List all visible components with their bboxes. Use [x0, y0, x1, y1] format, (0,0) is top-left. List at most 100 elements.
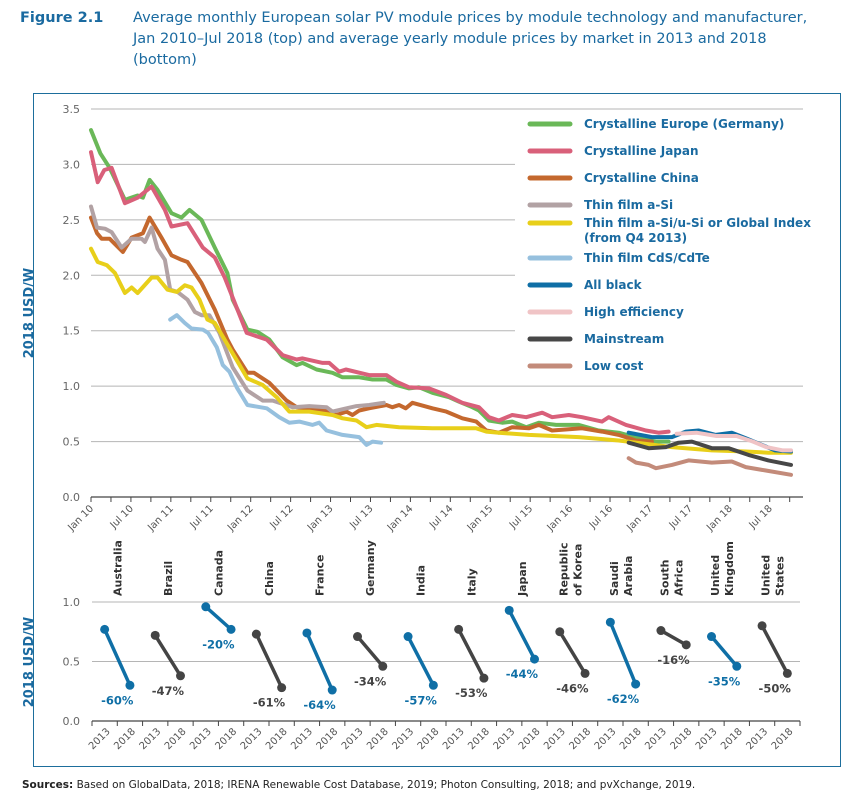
- market-label: Africa: [673, 560, 686, 596]
- point-2018: [580, 668, 590, 678]
- x-tick-label: Jul 12: [267, 503, 295, 531]
- market-label: of Korea: [571, 544, 584, 596]
- change-label: -64%: [303, 698, 336, 712]
- point-2013: [454, 624, 464, 634]
- slope-line: [406, 635, 435, 687]
- series-line: [674, 430, 793, 453]
- change-label: -61%: [253, 696, 286, 710]
- chart-frame: [33, 93, 841, 767]
- change-label: -50%: [759, 681, 792, 695]
- market-group: -16% South Africa 2013 2018: [643, 560, 694, 753]
- x-tick-label: Jul 17: [667, 503, 695, 531]
- point-2013: [605, 617, 615, 627]
- slope-line: [153, 634, 182, 677]
- y-tick-label: 0.0: [63, 715, 81, 728]
- y-tick-label: 0.0: [63, 491, 81, 504]
- x-tick-label: Jan 15: [465, 503, 496, 534]
- x-tick-label: 2018: [618, 726, 644, 752]
- series-line: [89, 150, 671, 435]
- legend-label: Thin film a-Si/u-Si or Global Index (from…: [584, 216, 811, 245]
- point-2018: [732, 661, 742, 671]
- x-tick-label: 2018: [517, 726, 543, 752]
- series-line: [89, 246, 793, 455]
- slope-line: [356, 635, 385, 668]
- x-tick-label: 2013: [289, 726, 315, 752]
- point-2013: [707, 632, 716, 642]
- point-2013: [555, 627, 565, 637]
- legend-label: Crystalline Japan: [584, 144, 699, 158]
- series-line: [626, 456, 793, 477]
- y-axis-title: 2018 USD/W: [22, 617, 37, 708]
- x-tick-label: 2013: [340, 726, 366, 752]
- x-tick-label: 2018: [416, 726, 442, 752]
- y-tick-label: 2.0: [63, 269, 81, 282]
- legend-label: Mainstream: [584, 332, 664, 346]
- market-label: Republic: [557, 542, 570, 596]
- series-line: [89, 204, 386, 414]
- point-2018: [378, 661, 388, 671]
- legend-label: Crystalline Europe (Germany): [584, 117, 784, 131]
- y-tick-label: 1.5: [63, 325, 81, 338]
- x-tick-label: 2013: [138, 726, 164, 752]
- x-tick-label: 2013: [593, 726, 619, 752]
- market-group: -53% Italy 2013 2018: [441, 568, 492, 752]
- market-label: Brazil: [162, 561, 175, 596]
- market-label: Canada: [212, 550, 225, 596]
- slope-line: [103, 628, 132, 687]
- point-2018: [428, 680, 438, 690]
- x-tick-label: 2018: [770, 726, 796, 752]
- market-label: Kingdom: [723, 541, 736, 596]
- market-label: Australia: [111, 540, 124, 596]
- x-tick-label: 2013: [492, 726, 518, 752]
- slope-line: [305, 632, 334, 691]
- point-2013: [757, 621, 767, 631]
- x-tick-label: 2013: [643, 726, 669, 752]
- market-label: States: [774, 556, 787, 596]
- point-2018: [176, 671, 185, 681]
- x-tick-label: 2018: [112, 726, 138, 752]
- figure-caption: Average monthly European solar PV module…: [133, 10, 808, 68]
- x-tick-label: Jan 12: [225, 503, 256, 534]
- slope-line: [507, 609, 537, 660]
- x-tick-label: Jan 18: [704, 503, 735, 534]
- legend-label: All black: [584, 278, 643, 292]
- x-tick-label: Jan 13: [305, 503, 336, 534]
- change-label: -46%: [556, 681, 589, 695]
- slope-line: [760, 624, 789, 675]
- x-tick-label: 2018: [669, 726, 695, 752]
- legend-label: High efficiency: [584, 305, 684, 319]
- legend-label: Thin film CdS/CdTe: [584, 251, 710, 265]
- point-2018: [327, 685, 337, 695]
- y-tick-label: 3.0: [63, 158, 81, 171]
- slope-line: [608, 621, 638, 685]
- x-tick-label: 2018: [163, 726, 189, 752]
- x-tick-label: 2018: [466, 726, 492, 752]
- market-label: Japan: [516, 561, 529, 597]
- series-line: [168, 313, 384, 447]
- x-tick-label: Jul 16: [587, 503, 615, 531]
- x-tick-label: 2018: [365, 726, 391, 752]
- x-tick-label: Jan 14: [385, 503, 416, 534]
- legend-label-line: (from Q4 2013): [584, 231, 687, 245]
- x-tick-label: Jan 10: [65, 503, 96, 534]
- market-label: Germany: [364, 540, 377, 596]
- x-tick-label: 2013: [744, 726, 770, 752]
- y-tick-label: 1.0: [63, 596, 81, 609]
- y-tick-label: 3.5: [63, 103, 81, 116]
- series-line: [89, 215, 654, 444]
- market-label: United: [709, 555, 722, 596]
- slope-line: [254, 633, 284, 689]
- x-tick-label: 2018: [719, 726, 745, 752]
- point-2018: [479, 673, 489, 683]
- figure-label: Figure 2.1: [20, 10, 104, 26]
- sources-label: Sources:: [22, 779, 74, 791]
- x-tick-label: 2018: [264, 726, 290, 752]
- point-2013: [353, 632, 362, 642]
- series-line: [626, 439, 793, 467]
- slope-line: [558, 630, 587, 675]
- point-2018: [782, 668, 792, 678]
- point-2013: [100, 624, 110, 634]
- change-label: -44%: [506, 667, 539, 681]
- market-group: -64% France 2013 2018: [289, 555, 340, 753]
